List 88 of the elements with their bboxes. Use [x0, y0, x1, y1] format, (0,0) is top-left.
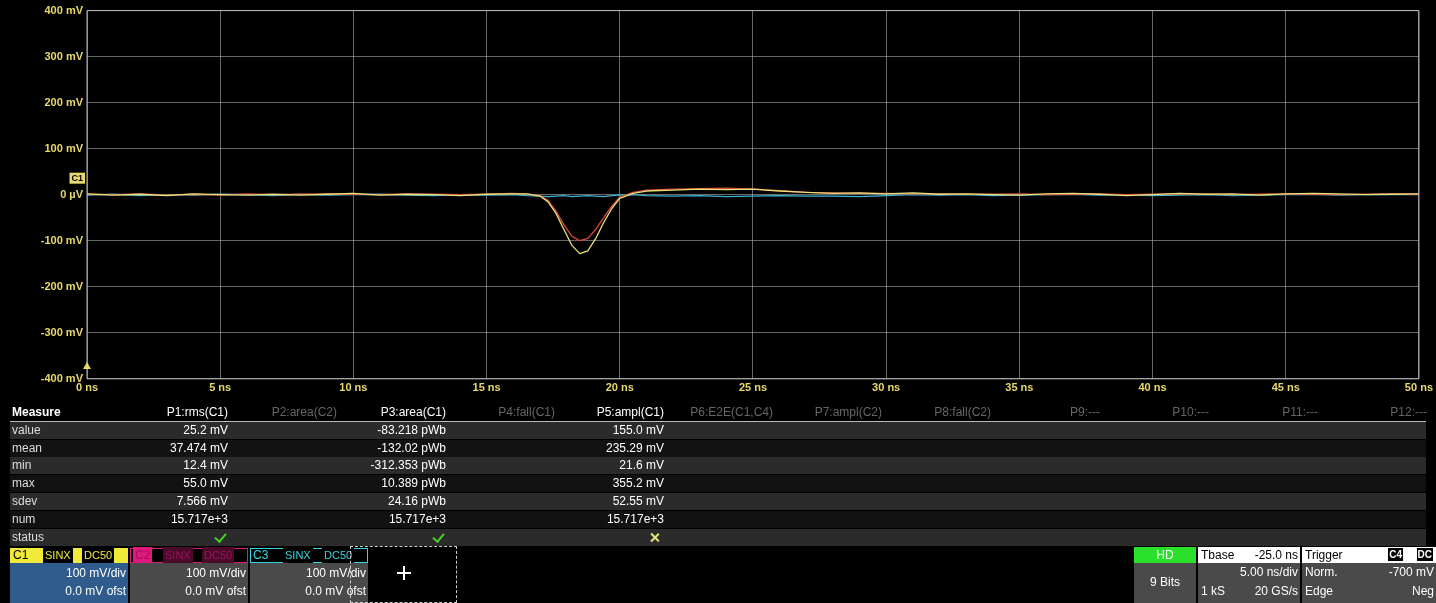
y-tick-label: 400 mV [44, 3, 84, 16]
text: Tbase [1201, 547, 1235, 564]
text: P7:ampl(C2) [814, 404, 882, 421]
text: 100 mV/div [185, 565, 246, 582]
text: P2:area(C2) [271, 404, 337, 421]
x-tick-label: 10 ns [339, 381, 368, 394]
text: -700 mV [1388, 564, 1434, 581]
text: 7.566 mV [176, 493, 228, 510]
text: DC50 [202, 547, 235, 563]
text: Measure [12, 404, 61, 421]
text: 1 kS [1201, 583, 1226, 600]
text: 21.6 mV [619, 457, 664, 475]
text: -83.218 pWb [377, 421, 446, 439]
text: 100 mV/div [305, 565, 366, 582]
text: -312.353 pWb [370, 457, 446, 475]
text: 15.717e+3 [170, 510, 228, 528]
text: P11:--- [1282, 404, 1318, 421]
text: 25.2 mV [183, 421, 228, 439]
x-tick-label: 40 ns [1138, 381, 1167, 394]
text: C2 [133, 547, 153, 563]
text: 155.0 mV [612, 421, 664, 439]
text: num [12, 510, 36, 528]
x-tick-label: 5 ns [209, 381, 232, 394]
text: max [12, 475, 35, 493]
text: 20 GS/s [1254, 583, 1298, 600]
x-tick-label: 25 ns [738, 381, 768, 394]
text: 10.389 pWb [381, 475, 446, 493]
annotation: C1 [71, 172, 84, 183]
text: 5.00 ns/div [1239, 564, 1298, 581]
text: DC [1416, 548, 1433, 561]
text: 15.717e+3 [606, 510, 664, 528]
text: 52.55 mV [612, 493, 664, 510]
text: SINX [163, 547, 193, 563]
text: Norm. [1305, 564, 1338, 581]
text: P10:--- [1172, 404, 1209, 421]
text: mean [12, 439, 43, 457]
text: P9:--- [1070, 404, 1100, 421]
text: Edge [1305, 583, 1334, 600]
text: 12.4 mV [183, 457, 228, 475]
text: -25.0 ns [1254, 547, 1298, 564]
x-tick-label: 0 ns [75, 381, 99, 394]
text: P8:fall(C2) [934, 404, 991, 421]
text: 55.0 mV [183, 475, 228, 493]
y-tick-label: -100 mV [40, 233, 84, 246]
text: 235.29 mV [605, 439, 664, 457]
text: 24.16 pWb [387, 493, 446, 510]
text: value [12, 421, 41, 439]
text: 37.474 mV [169, 439, 228, 457]
x-tick-label: 20 ns [605, 381, 634, 394]
text: SINX [43, 547, 73, 563]
y-tick-label: -300 mV [40, 325, 84, 338]
text: P12:--- [1390, 404, 1427, 421]
y-tick-label: 0 µV [60, 187, 84, 200]
text: 0.0 mV ofst [185, 583, 246, 600]
x-tick-label: 45 ns [1271, 381, 1300, 394]
text: min [12, 457, 32, 475]
x-tick-label: 35 ns [1005, 381, 1034, 394]
y-tick-label: 100 mV [44, 141, 84, 154]
text: DC50 [82, 547, 115, 563]
text: status [12, 528, 45, 546]
text: 9 Bits [1149, 574, 1181, 591]
y-tick-label: -400 mV [40, 371, 84, 384]
text: DC50 [322, 547, 355, 563]
y-tick-label: 300 mV [44, 49, 84, 62]
text: 355.2 mV [612, 475, 664, 493]
text: C4 [1388, 548, 1403, 561]
text: 15.717e+3 [388, 510, 446, 528]
text: -132.02 pWb [377, 439, 446, 457]
x-tick-label: 50 ns [1404, 381, 1434, 394]
text: sdev [12, 493, 38, 510]
text: Neg [1411, 583, 1434, 600]
x-tick-label: 15 ns [472, 381, 501, 394]
text: P1:rms(C1) [166, 404, 228, 421]
text: 100 mV/div [65, 565, 126, 582]
y-tick-label: -200 mV [40, 279, 84, 292]
text: 0.0 mV ofst [65, 583, 126, 600]
x-tick-label: 30 ns [872, 381, 901, 394]
text: P6:E2E(C1,C4) [690, 404, 773, 421]
text: Trigger [1305, 547, 1343, 564]
text: C3 [253, 547, 269, 563]
text: P5:ampl(C1) [596, 404, 664, 421]
text: 0.0 mV ofst [305, 583, 366, 600]
text: P4:fall(C1) [498, 404, 555, 421]
text: SINX [283, 547, 313, 563]
text: C1 [13, 547, 29, 563]
y-tick-label: 200 mV [44, 95, 84, 108]
text: HD [1156, 547, 1174, 564]
text: P3:area(C1) [380, 404, 446, 421]
